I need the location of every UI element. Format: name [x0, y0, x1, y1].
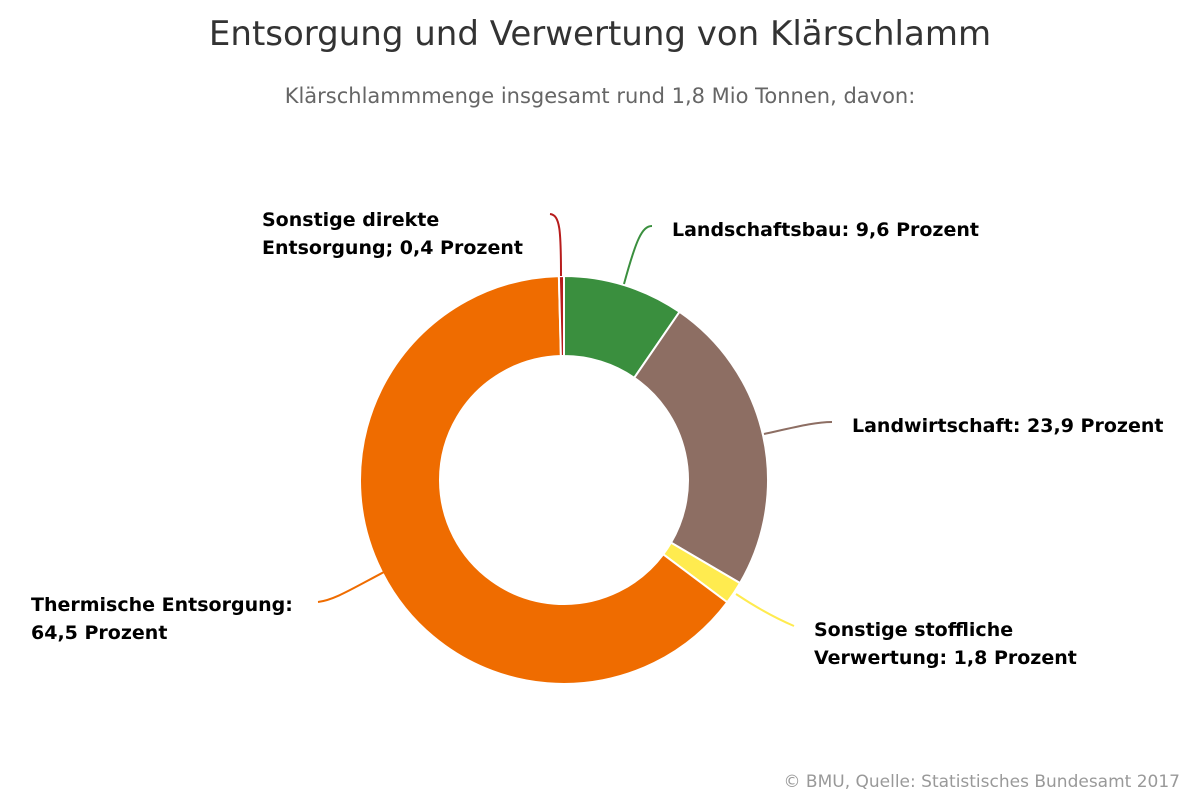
connector-line — [763, 421, 833, 435]
chart-subtitle: Klärschlammmenge insgesamt rund 1,8 Mio … — [284, 84, 916, 108]
slice-label-thermische: Thermische Entsorgung: 64,5 Prozent — [31, 594, 293, 644]
credit-text: © BMU, Quelle: Statistisches Bundesamt 2… — [783, 772, 1180, 792]
slice-label-landschaftsbau: Landschaftsbau: 9,6 Prozent — [672, 219, 979, 241]
slice-sonstige-direkte-entsorgung — [557, 274, 565, 358]
connector-line — [623, 225, 653, 285]
connector-line — [549, 213, 562, 277]
chart-title: Entsorgung und Verwertung von Klärschlam… — [208, 14, 992, 54]
slice-label-landwirtschaft: Landwirtschaft: 23,9 Prozent — [852, 415, 1164, 437]
connector-line — [317, 571, 385, 603]
connector-line — [735, 593, 795, 627]
slice-thermische-entsorgung — [359, 275, 729, 685]
slice-label-sonstige-direkte: Sonstige direkte Entsorgung; 0,4 Prozent — [262, 209, 523, 259]
slice-label-sonstige-stoffliche: Sonstige stoffliche Verwertung: 1,8 Proz… — [814, 619, 1077, 669]
slice-landwirtschaft — [632, 310, 769, 585]
